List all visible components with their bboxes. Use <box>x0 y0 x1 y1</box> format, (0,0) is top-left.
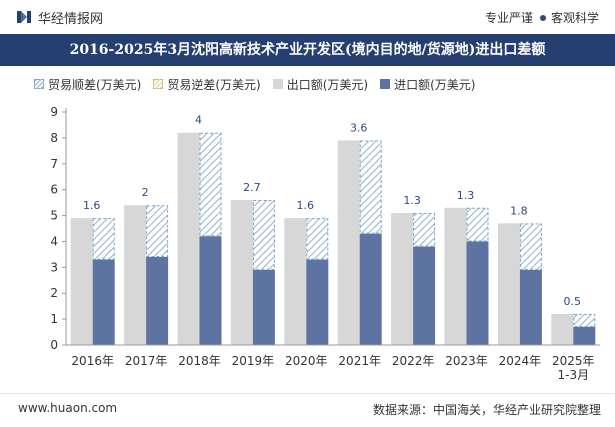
import-bar <box>573 326 596 345</box>
export-bar <box>391 212 414 345</box>
legend-item-export: 出口额(万美元) <box>272 76 369 93</box>
legend-item-surplus: 贸易顺差(万美元) <box>34 76 141 93</box>
import-bar <box>519 269 542 345</box>
x-tick-label: 1-3月 <box>557 368 589 382</box>
x-tick-label: 2025年 <box>552 354 595 368</box>
surplus-bar <box>92 218 115 260</box>
tagline-right: 客观科学 <box>550 11 599 25</box>
x-tick-label: 2017年 <box>125 354 168 368</box>
surplus-data-label: 2.7 <box>243 181 261 194</box>
surplus-bar <box>466 207 489 242</box>
brand-logo-icon <box>17 11 31 23</box>
footer-website: www.huaon.com <box>18 401 118 415</box>
export-bar <box>230 200 253 345</box>
surplus-data-label: 1.8 <box>510 204 528 217</box>
surplus-bar <box>413 212 436 247</box>
export-bar <box>284 218 307 345</box>
import-bar <box>413 246 436 345</box>
x-tick-label: 2022年 <box>392 354 435 368</box>
export-bar <box>444 207 467 345</box>
footer-source: 数据来源：中国海关，华经产业研究院整理 <box>372 403 601 417</box>
export-bar <box>70 218 93 345</box>
chart-title: 2016-2025年3月沈阳高新技术产业开发区(境内目的地/货源地)进出口差额 <box>69 42 546 58</box>
y-tick-label: 8 <box>50 131 58 145</box>
surplus-bar <box>306 218 329 260</box>
surplus-bar <box>146 205 169 257</box>
y-tick-label: 5 <box>50 209 58 223</box>
tagline: 专业严谨 客观科学 <box>485 9 599 26</box>
export-bar <box>337 140 360 345</box>
surplus-data-label: 3.6 <box>350 121 368 134</box>
y-tick-label: 4 <box>50 234 58 248</box>
surplus-bar <box>252 200 275 270</box>
y-tick-label: 6 <box>50 183 58 197</box>
surplus-data-label: 0.5 <box>564 295 582 308</box>
x-tick-label: 2016年 <box>71 354 114 368</box>
x-tick-label: 2018年 <box>178 354 221 368</box>
y-axis: 0 1 2 3 4 5 6 7 8 9 <box>50 105 67 352</box>
footer-divider <box>0 393 615 394</box>
import-bar <box>199 236 222 345</box>
surplus-data-label: 4 <box>195 114 202 127</box>
x-tick-label: 2019年 <box>232 354 275 368</box>
export-bar <box>551 313 574 345</box>
surplus-bar <box>359 140 382 234</box>
legend-swatch-surplus <box>34 79 44 89</box>
surplus-data-label: 1.6 <box>297 199 315 212</box>
x-axis: 2016年 2017年 2018年 2019年 2020年 2021年 2022年 2023年… <box>66 344 600 382</box>
legend-label-surplus: 贸易顺差(万美元) <box>48 77 142 92</box>
brand-name: 华经情报网 <box>38 12 104 27</box>
x-tick-label: 2023年 <box>445 354 488 368</box>
surplus-data-label: 1.3 <box>457 189 475 202</box>
import-bar <box>92 259 115 345</box>
surplus-bar <box>573 313 596 327</box>
surplus-bar <box>199 132 222 237</box>
x-tick-label: 2020年 <box>285 354 328 368</box>
legend-swatch-import <box>380 79 391 89</box>
y-tick-label: 1 <box>50 312 58 326</box>
tagline-left: 专业严谨 <box>484 11 533 25</box>
surplus-data-label: 1.6 <box>83 199 101 212</box>
y-tick-label: 7 <box>50 157 58 171</box>
export-bar <box>497 223 520 345</box>
y-tick-label: 9 <box>50 105 58 119</box>
import-bar <box>466 241 489 345</box>
import-bar <box>306 259 329 345</box>
y-tick-label: 2 <box>50 286 58 300</box>
import-bar <box>359 233 382 345</box>
export-bar <box>124 205 147 345</box>
legend-label-export: 出口额(万美元) <box>286 77 369 92</box>
legend-swatch-deficit <box>153 79 164 89</box>
import-bar <box>146 256 169 345</box>
x-tick-label: 2024年 <box>499 354 542 368</box>
surplus-data-label: 1.3 <box>403 194 421 207</box>
bullet-dot-icon <box>539 15 546 21</box>
legend-label-import: 进口额(万美元) <box>394 77 476 92</box>
legend-item-import: 进口额(万美元) <box>380 76 476 93</box>
bars: 1.6 2 4 2.7 1.6 3.6 1.3 1.3 1.8 0.5 <box>70 114 596 345</box>
legend: 贸易顺差(万美元) 贸易逆差(万美元) 出口额(万美元) 进口额(万美元) <box>34 76 488 92</box>
legend-item-deficit: 贸易逆差(万美元) <box>153 76 261 93</box>
import-bar <box>252 269 275 345</box>
title-bar: 2016-2025年3月沈阳高新技术产业开发区(境内目的地/货源地)进出口差额 <box>0 34 615 66</box>
x-tick-label: 2021年 <box>338 354 381 368</box>
export-bar <box>177 132 200 345</box>
surplus-bar <box>519 223 542 270</box>
top-bar: 华经情报网 专业严谨 客观科学 <box>0 0 615 34</box>
y-tick-label: 0 <box>50 338 58 352</box>
surplus-data-label: 2 <box>142 186 149 199</box>
y-tick-label: 3 <box>50 260 58 274</box>
legend-swatch-export <box>272 79 283 89</box>
legend-label-deficit: 贸易逆差(万美元) <box>167 77 261 92</box>
